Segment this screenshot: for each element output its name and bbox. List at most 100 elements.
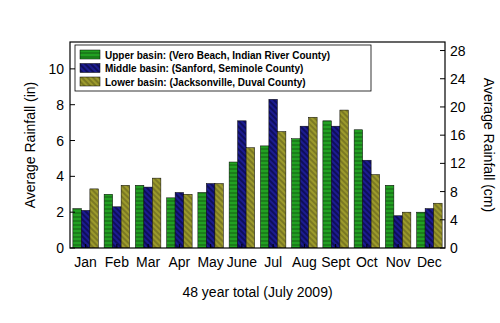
- y2-tick-label: 0: [450, 240, 458, 256]
- y-tick: [70, 68, 75, 69]
- y-tick: [70, 248, 75, 249]
- bar: [121, 185, 130, 248]
- bar: [385, 185, 394, 248]
- x-tick-label: May: [197, 254, 223, 270]
- x-tick-label: Feb: [105, 254, 129, 270]
- bar: [425, 209, 434, 248]
- x-tick-label: June: [227, 254, 258, 270]
- bar: [238, 121, 247, 248]
- y2-tick: [440, 50, 445, 51]
- y-tick: [70, 104, 75, 105]
- x-tick: [366, 244, 367, 248]
- x-tick-label: Nov: [386, 254, 411, 270]
- x-tick: [179, 244, 180, 248]
- x-tick: [85, 244, 86, 248]
- legend-label: Upper basin: (Vero Beach, Indian River C…: [105, 50, 330, 61]
- bar: [331, 126, 340, 248]
- y2-tick-label: 20: [450, 99, 466, 115]
- legend-label: Middle basin: (Sanford, Seminole County): [105, 63, 303, 74]
- bars: [73, 99, 442, 248]
- y2-tick: [440, 135, 445, 136]
- bar: [184, 194, 193, 248]
- y2-tick: [440, 106, 445, 107]
- legend-swatch: [80, 64, 100, 73]
- bar: [135, 185, 144, 248]
- x-tick: [210, 244, 211, 248]
- bar: [198, 192, 207, 248]
- legend-swatch: [80, 50, 100, 59]
- bar: [417, 212, 426, 248]
- bar: [144, 187, 153, 248]
- legend-box: [75, 45, 371, 91]
- bar: [363, 160, 372, 248]
- y2-tick-label: 24: [450, 71, 466, 87]
- x-tick-label: Mar: [136, 254, 160, 270]
- bar: [152, 178, 161, 248]
- bar: [206, 184, 215, 248]
- bar: [371, 175, 380, 248]
- x-tick: [335, 244, 336, 248]
- bar: [309, 117, 318, 248]
- y2-tick-label: 16: [450, 127, 466, 143]
- x-axis-title: 48 year total (July 2009): [182, 284, 332, 300]
- legend-label: Lower basin: (Jacksonville, Duval County…: [105, 77, 306, 88]
- x-tick: [398, 244, 399, 248]
- bar: [215, 184, 224, 248]
- bar: [394, 216, 403, 248]
- bar: [113, 207, 122, 248]
- y-tick: [70, 176, 75, 177]
- bar: [269, 99, 278, 248]
- x-tick: [148, 244, 149, 248]
- bar: [434, 203, 443, 248]
- bar: [175, 192, 184, 248]
- bar: [81, 210, 90, 248]
- x-tick: [273, 244, 274, 248]
- y2-tick-label: 4: [450, 212, 458, 228]
- bar: [73, 209, 82, 248]
- x-tick: [304, 244, 305, 248]
- bar: [277, 132, 286, 248]
- y2-axis-title: Average Rainfall (cm): [481, 78, 497, 212]
- y2-tick: [440, 219, 445, 220]
- x-tick-label: Oct: [356, 254, 378, 270]
- x-tick-label: Sept: [321, 254, 350, 270]
- y-tick-label: 6: [56, 133, 64, 149]
- bar: [90, 189, 99, 248]
- bar: [340, 110, 349, 248]
- y2-tick-label: 28: [450, 43, 466, 59]
- y2-tick: [440, 78, 445, 79]
- chart: 02468100481216202428JanFebMarAprMayJuneJ…: [0, 0, 500, 323]
- bar: [260, 146, 269, 248]
- y2-tick: [440, 163, 445, 164]
- x-tick: [429, 244, 430, 248]
- bar: [229, 162, 238, 248]
- y-tick-label: 0: [56, 240, 64, 256]
- x-tick-label: Jan: [74, 254, 97, 270]
- bar: [354, 130, 363, 248]
- y-tick: [70, 212, 75, 213]
- y2-tick: [440, 191, 445, 192]
- y-tick-label: 10: [48, 61, 64, 77]
- x-tick-label: Apr: [168, 254, 190, 270]
- bar: [246, 148, 255, 248]
- bar: [402, 212, 411, 248]
- y2-tick: [440, 248, 445, 249]
- x-tick-label: Aug: [292, 254, 317, 270]
- x-tick: [241, 244, 242, 248]
- bar: [300, 126, 309, 248]
- y-tick-label: 2: [56, 204, 64, 220]
- legend: Upper basin: (Vero Beach, Indian River C…: [75, 45, 371, 91]
- x-tick-label: Dec: [417, 254, 442, 270]
- y2-tick-label: 8: [450, 184, 458, 200]
- x-tick: [116, 244, 117, 248]
- x-tick-label: Jul: [264, 254, 282, 270]
- y-axis-title: Average Rainfall (in): [22, 82, 38, 209]
- bar: [167, 198, 176, 248]
- bar: [104, 194, 113, 248]
- y-tick-label: 4: [56, 168, 64, 184]
- bar: [323, 121, 332, 248]
- y-tick: [70, 140, 75, 141]
- y-tick-label: 8: [56, 97, 64, 113]
- bar: [292, 139, 301, 248]
- plot-frame: [70, 42, 445, 248]
